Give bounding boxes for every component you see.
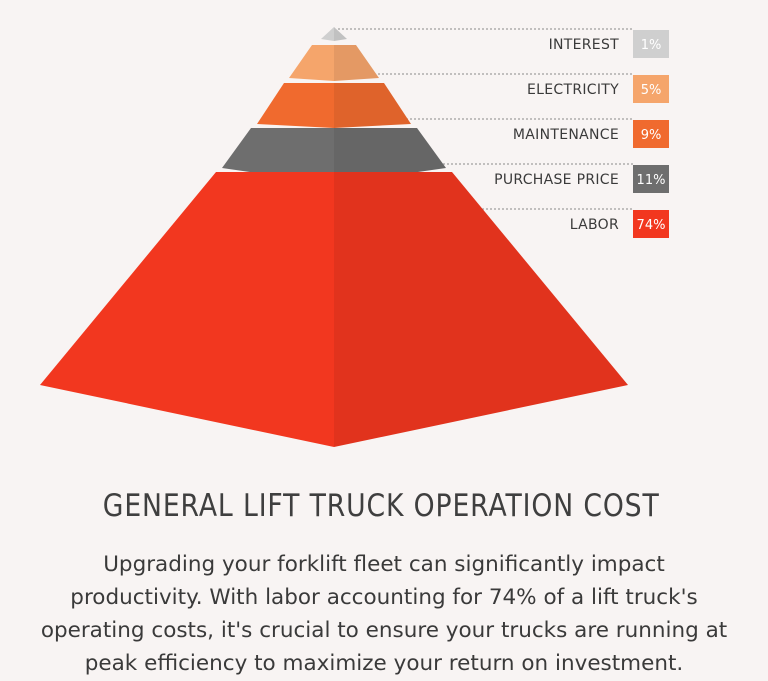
badge-labor: 74% — [633, 210, 669, 238]
badge-electricity: 5% — [633, 75, 669, 103]
badge-interest-bg — [633, 30, 669, 58]
badge-purchase-price: 11% — [633, 165, 669, 193]
badge-labor-bg — [633, 210, 669, 238]
tier-electricity-right-face — [334, 45, 379, 81]
tier-purchase-price-left-face — [222, 128, 334, 184]
tier-maintenance-right-face — [334, 83, 411, 128]
leader-lines — [338, 28, 633, 210]
segment-labels: INTEREST ELECTRICITY MAINTENANCE PURCHASE P… — [494, 37, 619, 233]
badge-interest: 1% — [633, 30, 669, 58]
label-electricity: ELECTRICITY — [527, 82, 619, 98]
chart-title: GENERAL LIFT TRUCK OPERATION COST — [102, 488, 660, 524]
tier-maintenance-left-face — [257, 83, 334, 128]
value-maintenance: 9% — [641, 128, 662, 143]
tier-electricity-left-face — [289, 45, 334, 81]
value-badges: 1% 5% 9% 11% 74% — [633, 30, 669, 238]
badge-purchase-price-bg — [633, 165, 669, 193]
tier-labor — [40, 172, 628, 447]
tier-interest-right-face — [334, 27, 347, 41]
tier-purchase-price — [222, 128, 446, 184]
tier-electricity — [289, 45, 379, 81]
value-electricity: 5% — [641, 83, 662, 98]
cost-pyramid-chart: INTEREST ELECTRICITY MAINTENANCE PURCHASE P… — [40, 27, 669, 447]
pyramid-tiers — [40, 27, 628, 447]
tier-labor-right-face — [334, 172, 628, 447]
label-maintenance: MAINTENANCE — [513, 127, 619, 143]
label-labor: LABOR — [570, 217, 619, 233]
tier-labor-left-face — [40, 172, 334, 447]
label-interest: INTEREST — [549, 37, 620, 53]
description-text: Upgrading your forklift fleet can signif… — [40, 552, 728, 676]
badge-electricity-bg — [633, 75, 669, 103]
tier-interest — [321, 27, 347, 41]
value-labor: 74% — [637, 218, 666, 233]
label-purchase-price: PURCHASE PRICE — [494, 172, 619, 188]
tier-maintenance — [257, 83, 411, 128]
badge-maintenance: 9% — [633, 120, 669, 148]
tier-purchase-price-right-face — [334, 128, 446, 184]
tier-interest-left-face — [321, 27, 334, 41]
value-purchase-price: 11% — [637, 173, 666, 188]
badge-maintenance-bg — [633, 120, 669, 148]
value-interest: 1% — [641, 38, 662, 53]
